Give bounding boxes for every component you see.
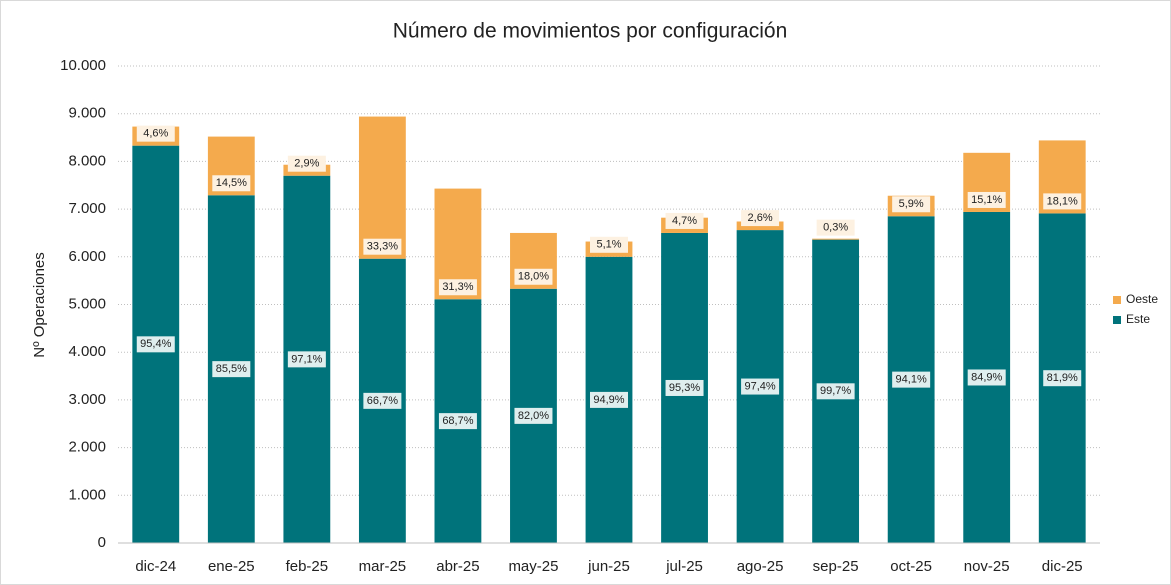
y-tick-label: 0 bbox=[98, 534, 106, 551]
y-tick-label: 6.000 bbox=[68, 248, 106, 265]
data-label: 81,9% bbox=[1047, 372, 1078, 384]
x-tick-label: abr-25 bbox=[436, 558, 479, 575]
data-label-box bbox=[438, 279, 477, 296]
data-label: 95,4% bbox=[140, 338, 171, 350]
data-label-box bbox=[212, 361, 251, 378]
data-label: 85,5% bbox=[216, 363, 247, 375]
legend-swatch bbox=[1113, 296, 1121, 304]
data-label: 66,7% bbox=[367, 395, 398, 407]
data-label-box bbox=[816, 219, 855, 236]
y-axis-title: Nº Operaciones bbox=[31, 252, 48, 358]
data-label-box bbox=[438, 413, 477, 430]
data-label: 5,9% bbox=[899, 198, 924, 210]
data-label-box bbox=[967, 191, 1006, 208]
data-label: 5,1% bbox=[596, 239, 621, 251]
y-tick-label: 1.000 bbox=[68, 486, 106, 503]
y-tick-label: 8.000 bbox=[68, 152, 106, 169]
data-label-box bbox=[590, 236, 628, 253]
legend-swatch bbox=[1113, 316, 1121, 324]
data-label: 31,3% bbox=[442, 281, 473, 293]
x-tick-label: jul-25 bbox=[665, 558, 703, 575]
x-tick-label: may-25 bbox=[508, 558, 558, 575]
data-label: 4,6% bbox=[143, 128, 168, 140]
data-label: 18,1% bbox=[1047, 195, 1078, 207]
data-label: 2,9% bbox=[294, 158, 319, 170]
x-tick-label: ene-25 bbox=[208, 558, 255, 575]
x-tick-label: oct-25 bbox=[890, 558, 932, 575]
y-tick-label: 5.000 bbox=[68, 295, 106, 312]
data-label: 33,3% bbox=[367, 241, 398, 253]
data-label-box bbox=[665, 212, 704, 229]
data-label: 15,1% bbox=[971, 194, 1002, 206]
y-tick-label: 3.000 bbox=[68, 391, 106, 408]
data-label-box bbox=[1043, 370, 1082, 387]
data-label-box bbox=[287, 351, 326, 368]
data-label-box bbox=[287, 155, 326, 172]
x-tick-label: mar-25 bbox=[359, 558, 407, 575]
chart-title: Número de movimientos por configuración bbox=[393, 20, 788, 43]
y-tick-label: 4.000 bbox=[68, 343, 106, 360]
data-label-box bbox=[1043, 193, 1082, 210]
x-tick-label: sep-25 bbox=[813, 558, 859, 575]
data-label-box bbox=[967, 369, 1006, 386]
bar-segment bbox=[358, 116, 406, 259]
x-tick-label: ago-25 bbox=[737, 558, 784, 575]
x-tick-label: dic-25 bbox=[1042, 558, 1083, 575]
data-label-box bbox=[816, 383, 855, 400]
data-label: 99,7% bbox=[820, 385, 851, 397]
x-tick-label: dic-24 bbox=[135, 558, 176, 575]
bar-segment bbox=[812, 238, 860, 240]
data-label-box bbox=[590, 391, 628, 408]
data-label-box bbox=[363, 392, 402, 409]
x-tick-label: nov-25 bbox=[964, 558, 1010, 575]
data-label: 97,1% bbox=[291, 353, 322, 365]
y-tick-label: 9.000 bbox=[68, 105, 106, 122]
x-tick-label: feb-25 bbox=[286, 558, 329, 575]
data-label-box bbox=[136, 125, 175, 142]
data-label: 18,0% bbox=[518, 271, 549, 283]
data-label: 82,0% bbox=[518, 410, 549, 422]
data-label: 94,9% bbox=[593, 394, 624, 406]
data-label: 97,4% bbox=[744, 380, 775, 392]
data-label-box bbox=[741, 210, 780, 227]
legend-label: Este bbox=[1126, 312, 1150, 326]
data-label-box bbox=[665, 379, 704, 396]
data-label: 14,5% bbox=[216, 177, 247, 189]
y-tick-label: 7.000 bbox=[68, 200, 106, 217]
data-label: 4,7% bbox=[672, 215, 697, 227]
data-label: 95,3% bbox=[669, 382, 700, 394]
data-label-box bbox=[514, 407, 553, 424]
data-label-box bbox=[892, 371, 931, 388]
data-label: 2,6% bbox=[748, 212, 773, 224]
data-label: 84,9% bbox=[971, 371, 1002, 383]
data-label-box bbox=[363, 238, 402, 255]
data-label: 68,7% bbox=[442, 415, 473, 427]
data-label-box bbox=[741, 378, 780, 395]
data-label: 0,3% bbox=[823, 222, 848, 234]
legend-label: Oeste bbox=[1126, 292, 1158, 306]
data-label-box bbox=[892, 196, 931, 213]
y-tick-label: 10.000 bbox=[60, 57, 106, 74]
data-label-box bbox=[514, 268, 553, 285]
data-label: 94,1% bbox=[896, 374, 927, 386]
y-tick-label: 2.000 bbox=[68, 439, 106, 456]
data-label-box bbox=[212, 175, 251, 192]
x-tick-label: jun-25 bbox=[587, 558, 630, 575]
data-label-box bbox=[136, 336, 175, 353]
